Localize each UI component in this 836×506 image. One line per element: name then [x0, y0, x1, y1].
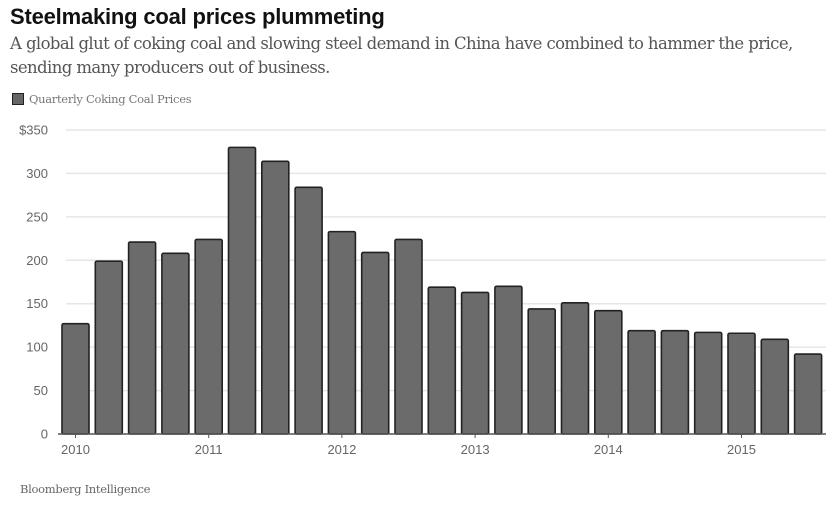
- y-axis-ticks: 0 50 100 150 200 250 300 $350: [19, 123, 48, 442]
- bar: [660, 329, 690, 435]
- y-tick-label: 300: [26, 166, 48, 181]
- chart-title: Steelmaking coal prices plummeting: [10, 4, 385, 29]
- bar: [294, 186, 323, 435]
- x-tick-label: 2012: [327, 442, 356, 457]
- legend: Quarterly Coking Coal Prices: [12, 92, 192, 106]
- x-tick-label: 2010: [61, 442, 90, 457]
- bar: [727, 332, 756, 435]
- y-tick-label: $350: [19, 123, 48, 138]
- x-axis-ticks: 2010 2011 2012 2013 2014 2015: [61, 434, 756, 457]
- bar: [693, 331, 723, 435]
- bar: [593, 309, 623, 435]
- bar: [793, 353, 823, 435]
- y-tick-label: 0: [41, 427, 48, 442]
- y-tick-label: 250: [26, 209, 48, 224]
- bar: [194, 238, 223, 435]
- bar: [394, 238, 423, 435]
- bar: [260, 160, 290, 435]
- x-tick-label: 2013: [461, 442, 490, 457]
- x-tick-label: 2015: [727, 442, 756, 457]
- bar: [627, 329, 656, 435]
- bar: [460, 291, 490, 435]
- source-label: Bloomberg Intelligence: [20, 482, 151, 496]
- chart-subtitle: A global glut of coking coal and slowing…: [10, 34, 793, 77]
- bar: [161, 252, 190, 435]
- y-tick-label: 150: [26, 296, 48, 311]
- bar: [760, 338, 790, 435]
- bar: [127, 241, 157, 435]
- bar: [560, 302, 590, 435]
- bar: [494, 285, 523, 435]
- bar: [527, 308, 557, 435]
- y-tick-label: 200: [26, 253, 48, 268]
- bar: [94, 260, 124, 435]
- bar: [327, 230, 357, 435]
- x-tick-label: 2014: [594, 442, 623, 457]
- y-tick-label: 50: [34, 383, 48, 398]
- bar: [360, 251, 390, 435]
- x-tick-label: 2011: [195, 442, 223, 457]
- bar: [61, 322, 90, 435]
- legend-swatch: [12, 93, 24, 105]
- bars: [61, 146, 823, 435]
- bar: [227, 146, 257, 435]
- bar: [427, 286, 457, 435]
- y-tick-label: 100: [26, 340, 48, 355]
- legend-label: Quarterly Coking Coal Prices: [29, 92, 192, 106]
